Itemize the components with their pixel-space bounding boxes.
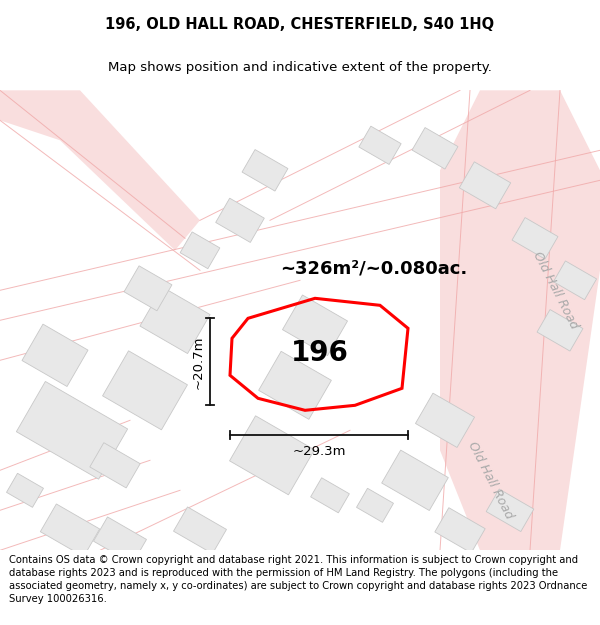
Text: Old Hall Road: Old Hall Road [530,249,580,331]
Text: 196: 196 [291,339,349,367]
Polygon shape [180,232,220,269]
Text: 196, OLD HALL ROAD, CHESTERFIELD, S40 1HQ: 196, OLD HALL ROAD, CHESTERFIELD, S40 1H… [106,17,494,32]
Text: ~326m²/~0.080ac.: ~326m²/~0.080ac. [280,259,467,278]
Polygon shape [259,351,331,419]
Polygon shape [512,217,558,259]
Text: Contains OS data © Crown copyright and database right 2021. This information is : Contains OS data © Crown copyright and d… [9,554,587,604]
Polygon shape [230,416,314,495]
Polygon shape [553,261,596,300]
Text: ~20.7m: ~20.7m [191,335,205,389]
Polygon shape [90,442,140,488]
Polygon shape [0,90,200,250]
Polygon shape [242,149,288,191]
Polygon shape [94,517,146,564]
Polygon shape [7,473,43,508]
Polygon shape [537,309,583,351]
Polygon shape [311,478,349,513]
Polygon shape [435,508,485,553]
Polygon shape [103,351,187,430]
Polygon shape [460,162,511,209]
Polygon shape [215,198,265,242]
Polygon shape [440,90,600,550]
Polygon shape [412,127,458,169]
Polygon shape [486,489,534,532]
Polygon shape [173,507,226,554]
Polygon shape [40,504,100,557]
Polygon shape [16,381,128,479]
Polygon shape [356,488,394,522]
Polygon shape [359,126,401,164]
Polygon shape [140,287,210,354]
Polygon shape [382,450,448,511]
Polygon shape [124,266,172,311]
Text: Old Hall Road: Old Hall Road [465,439,515,521]
Text: ~29.3m: ~29.3m [292,445,346,458]
Text: Map shows position and indicative extent of the property.: Map shows position and indicative extent… [108,61,492,74]
Polygon shape [22,324,88,386]
Polygon shape [415,393,475,448]
Polygon shape [283,295,347,356]
